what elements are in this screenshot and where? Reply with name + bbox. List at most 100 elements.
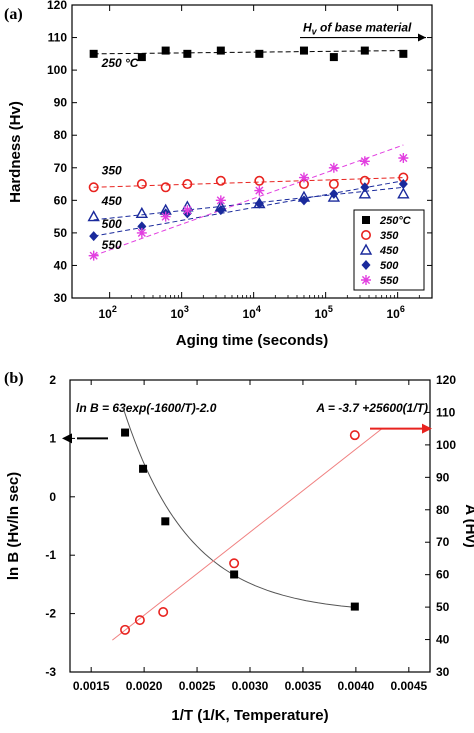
x-tick-label: 0.0035	[285, 679, 322, 693]
data-point-series-5	[88, 250, 99, 261]
panel-a-plot-frame	[71, 4, 433, 299]
data-point-series-3	[135, 206, 149, 219]
data-point-lnB	[121, 428, 130, 437]
right-y-tick-label: 50	[436, 600, 450, 614]
panel-b-left-y-axis-label: ln B (Hv/ln sec)	[5, 472, 22, 580]
right-y-tick-label: 80	[436, 503, 450, 517]
data-point-series-2	[328, 179, 339, 190]
data-point-series-5	[215, 195, 226, 206]
legend-marker	[361, 260, 371, 270]
panel-b-plot-frame	[69, 379, 431, 673]
data-point-series-3	[397, 187, 410, 199]
data-point-lnB	[139, 464, 148, 473]
x-tick-label: 102	[98, 304, 116, 321]
y-tick-label: 40	[54, 258, 68, 272]
y-tick-label: 30	[54, 291, 68, 305]
data-point-series-4	[398, 179, 408, 190]
series-label: 450	[101, 194, 122, 208]
x-tick-label: 0.0045	[390, 679, 427, 693]
data-point-series-1	[329, 53, 338, 62]
left-y-tick-label: -2	[45, 607, 56, 621]
legend-label: 500	[380, 260, 399, 272]
panel-a-data-points	[87, 46, 410, 261]
data-point-series-5	[398, 153, 409, 164]
data-point-series-5	[359, 156, 370, 167]
data-point-series-1	[216, 46, 225, 55]
data-point-series-4	[216, 205, 226, 216]
data-point-series-5	[254, 185, 265, 196]
data-point-series-2	[160, 182, 171, 193]
x-tick-label: 104	[242, 304, 260, 321]
data-point-series-2	[215, 175, 226, 186]
data-point-series-1	[183, 49, 192, 58]
x-tick-label: 0.0015	[73, 679, 110, 693]
panel-a-label: (a)	[4, 6, 23, 23]
right-y-tick-label: 60	[436, 568, 450, 582]
panel-a-y-axis-label: Hardness (Hv)	[7, 101, 24, 203]
data-point-series-5	[136, 227, 147, 238]
data-point-lnB	[230, 570, 239, 579]
right-y-tick-label: 100	[436, 438, 456, 452]
y-tick-label: 80	[54, 128, 68, 142]
x-tick-label: 0.0040	[338, 679, 375, 693]
legend-label: 450	[379, 245, 399, 257]
left-y-tick-label: 2	[49, 373, 56, 387]
panel-b-label: (b)	[4, 370, 24, 387]
panel-b-equation-right: A = -3.7 +25600(1/T)	[315, 401, 428, 415]
right-y-tick-label: 30	[436, 665, 450, 679]
y-tick-label: 120	[47, 0, 67, 12]
panel-b-axis-arrows	[62, 423, 432, 444]
panel-a-y-axis: 30 40 50 60 70 80 90 100 110 120	[47, 0, 432, 305]
y-tick-label: 90	[54, 96, 68, 110]
right-y-tick-label: 90	[436, 470, 450, 484]
data-point-series-5	[328, 162, 339, 173]
panel-b-x-axis: 0.0015 0.0020 0.0025 0.0030 0.0035 0.0040 0.00…	[73, 380, 428, 693]
panel-b-x-axis-label: 1/T (1/K, Temperature)	[171, 707, 328, 724]
data-point-series-5	[182, 205, 193, 216]
data-point-series-1	[360, 46, 369, 55]
data-point-A	[120, 624, 131, 635]
panel-b-equation-left: ln B = 63exp(-1600/T)-2.0	[76, 401, 217, 415]
data-point-series-2	[182, 179, 193, 190]
data-point-series-4	[360, 182, 370, 193]
data-point-series-5	[298, 172, 309, 183]
data-point-series-2	[88, 182, 99, 193]
right-y-tick-label: 110	[436, 405, 456, 419]
series-label: 500	[102, 217, 122, 231]
right-y-tick-label: 40	[436, 633, 450, 647]
data-point-A	[349, 430, 360, 441]
data-point-series-2	[136, 179, 147, 190]
y-tick-label: 50	[54, 226, 68, 240]
y-tick-label: 70	[54, 161, 68, 175]
base-material-label: Hv of base material	[303, 21, 412, 37]
right-y-tick-label: 70	[436, 535, 450, 549]
data-point-series-5	[160, 211, 171, 222]
left-y-tick-label: -3	[45, 665, 56, 679]
x-tick-label: 0.0020	[126, 679, 163, 693]
data-point-series-1	[89, 49, 98, 58]
x-tick-label: 106	[386, 304, 404, 321]
left-y-tick-label: 1	[49, 431, 56, 445]
legend-marker	[359, 243, 373, 255]
series-label: 350	[102, 163, 122, 177]
y-tick-label: 100	[47, 63, 67, 77]
A-fit-line	[112, 427, 383, 641]
x-tick-label: 0.0025	[179, 679, 216, 693]
data-point-series-3	[87, 210, 100, 222]
data-point-series-1	[299, 46, 308, 55]
panel-a-legend: 250°C 350 450 500 550	[353, 209, 425, 291]
y-tick-label: 110	[48, 31, 68, 45]
right-axis-arrow-head	[422, 423, 432, 434]
fit-line-2	[93, 177, 404, 188]
lnB-fit-curve	[122, 406, 357, 609]
panel-a-x-axis-label: Aging time (seconds)	[176, 332, 329, 349]
legend-marker	[361, 275, 371, 285]
data-point-series-4	[89, 231, 99, 242]
panel-b-right-y-axis-label: A (Hv)	[462, 504, 474, 548]
data-point-series-1	[161, 46, 170, 55]
y-tick-label: 60	[54, 193, 68, 207]
data-point-series-4	[299, 195, 309, 206]
base-material-arrow-head	[418, 33, 426, 42]
data-point-lnB	[161, 517, 170, 526]
x-tick-label: 0.0030	[232, 679, 269, 693]
